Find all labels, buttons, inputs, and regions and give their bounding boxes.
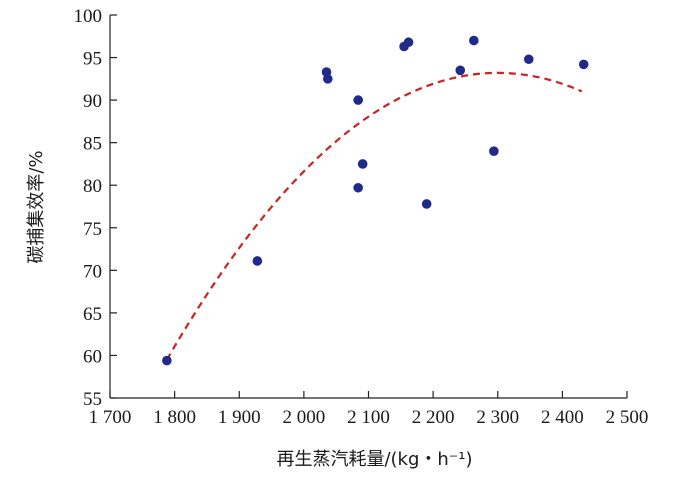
- data-point: [578, 59, 589, 70]
- data-point: [523, 54, 534, 65]
- x-axis-label: 再生蒸汽耗量/(kg・h⁻¹): [276, 449, 472, 470]
- y-tick-label: 55: [83, 389, 102, 410]
- y-tick-label: 85: [83, 134, 102, 155]
- y-tick-label: 75: [83, 219, 102, 240]
- x-tick-label: 2 000: [283, 407, 326, 428]
- y-tick-label: 60: [83, 346, 102, 367]
- x-tick-label: 2 100: [347, 407, 390, 428]
- data-point: [403, 37, 414, 48]
- y-tick-label: 80: [83, 176, 102, 197]
- y-tick-label: 95: [83, 49, 102, 70]
- data-point: [353, 95, 363, 105]
- y-tick-label: 70: [83, 261, 102, 282]
- x-tick-label: 2 500: [606, 407, 649, 428]
- data-point: [353, 182, 363, 193]
- data-point: [322, 74, 333, 84]
- x-tick-label: 2 400: [541, 407, 584, 428]
- data-point: [252, 256, 263, 266]
- x-tick-label: 2 300: [476, 407, 519, 428]
- x-tick-label: 2 200: [412, 407, 455, 428]
- y-tick-label: 100: [74, 6, 103, 27]
- data-point: [455, 65, 466, 76]
- fit-curve: [165, 71, 583, 361]
- x-tick-label: 1 800: [153, 407, 196, 428]
- x-ticks: 1 700 1 800 1 900 2 000 2 100 2 200 2 300 2 400…: [89, 391, 649, 428]
- data-point: [357, 159, 368, 169]
- axes: [109, 15, 627, 399]
- y-tick-label: 65: [83, 304, 102, 325]
- x-tick-label: 1 700: [89, 407, 132, 428]
- data-point: [421, 199, 432, 209]
- y-axis-label: 碳捕集效率/%: [26, 150, 47, 263]
- y-tick-label: 90: [83, 91, 102, 112]
- data-point: [469, 35, 479, 46]
- data-point: [162, 355, 172, 366]
- x-tick-label: 1 900: [218, 407, 261, 428]
- y-ticks: 55 60 65 70 75 80 85 90 95 100: [74, 6, 117, 410]
- data-points: [162, 35, 589, 366]
- data-point: [489, 146, 499, 156]
